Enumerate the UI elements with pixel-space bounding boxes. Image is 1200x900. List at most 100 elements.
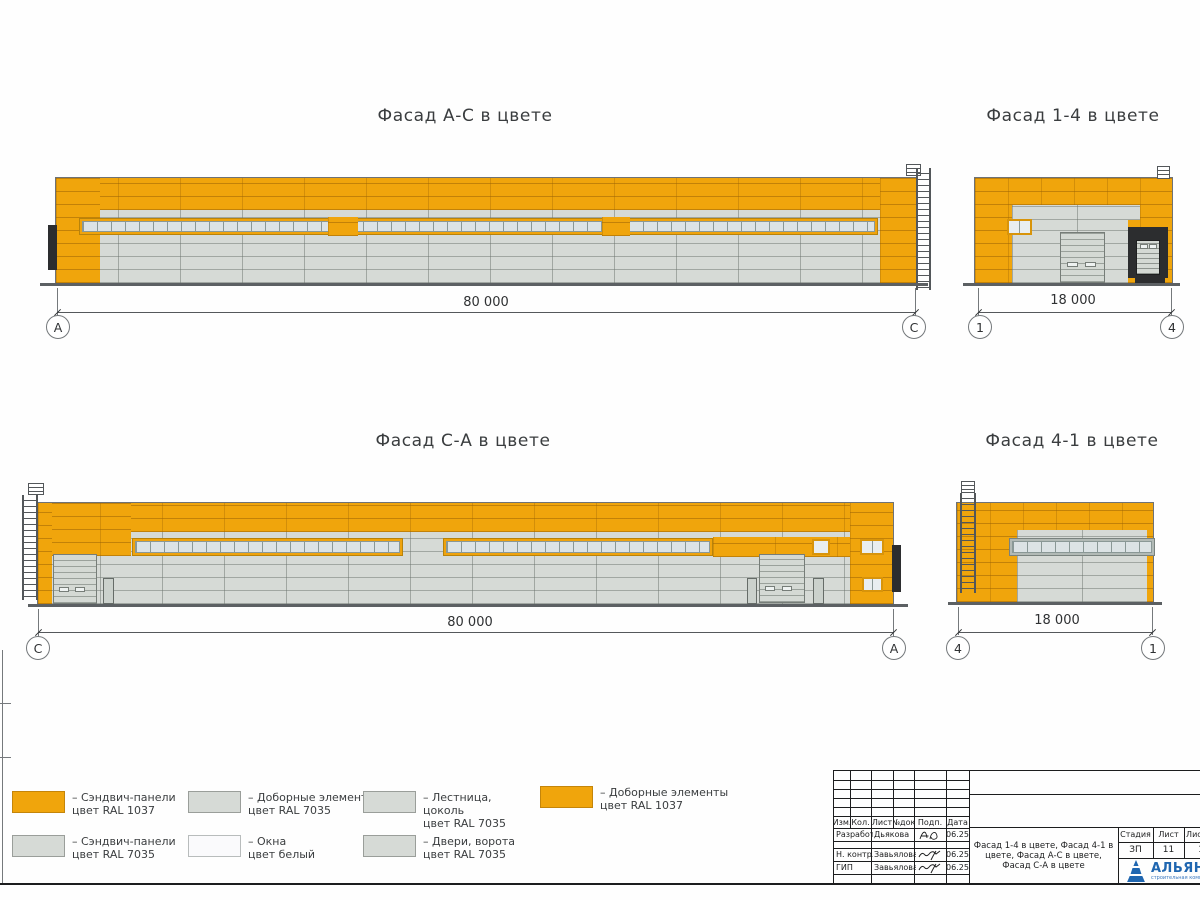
dimension-line <box>57 312 915 313</box>
ground-line <box>40 283 928 286</box>
dimension-text: 80 000 <box>447 615 493 630</box>
extension-line <box>1152 607 1153 635</box>
facade-41-view: Фасад 4-1 в цвете 18 000 4 1 <box>930 425 1200 685</box>
axis-marker-left: С <box>26 636 50 660</box>
legend-swatch-ral7035 <box>188 791 241 813</box>
facade-ca-view: Фасад С-А в цвете <box>20 425 920 685</box>
roof-hatch <box>28 483 44 495</box>
ground-line <box>948 602 1162 605</box>
signature-scribble <box>918 850 941 860</box>
facade-ac-view: Фасад А-С в цвете 80 000 А С <box>40 100 940 360</box>
signature <box>914 828 946 841</box>
orange-top-band <box>38 503 893 532</box>
dimension-text: 80 000 <box>463 295 509 310</box>
signature <box>914 848 946 861</box>
sheet-label: Лист <box>1158 830 1179 839</box>
window <box>862 577 883 592</box>
dark-wall-element <box>48 225 57 270</box>
legend-label: – Доборные элементы цвет RAL 7035 <box>248 791 377 817</box>
ribbon-window-band <box>443 538 713 556</box>
dimension-line <box>38 632 893 633</box>
company-logo: АЛЬЯНС строительная компания <box>1118 858 1200 884</box>
dock-door-window <box>1140 244 1148 249</box>
company-name: АЛЬЯНС <box>1151 860 1200 876</box>
document-title: Фасад 1-4 в цвете, Фасад 4-1 в цвете, Фа… <box>973 840 1114 871</box>
stage-label: Стадия <box>1120 830 1151 839</box>
col-data: Дата <box>947 817 968 827</box>
window-panes <box>135 541 400 553</box>
signature <box>914 861 946 874</box>
window <box>1007 219 1032 235</box>
legend-label: – Доборные элементы цвет RAL 1037 <box>600 786 729 812</box>
sectional-gate <box>53 554 97 604</box>
legend-swatch-ral7035 <box>363 791 416 813</box>
gate-window <box>1067 262 1078 267</box>
facade-ca-title: Фасад С-А в цвете <box>375 431 551 451</box>
dock-bumper <box>1130 247 1134 263</box>
legend-label: – Сэндвич-панели цвет RAL 1037 <box>72 791 176 817</box>
facade-14-view: Фасад 1-4 в цвете 1 <box>950 100 1200 360</box>
signer-name: Дьякова <box>874 830 910 839</box>
orange-left-area <box>38 503 131 556</box>
extension-line <box>38 609 39 637</box>
signature-scribble <box>919 831 938 840</box>
title-block: Изм. Кол. Лист №док Подп. Дата Разработа… <box>833 770 1200 884</box>
stage-value: ЗП <box>1129 845 1142 855</box>
legend-item: – Лестница, цоколь цвет RAL 7035 <box>363 791 506 830</box>
col-podp: Подп. <box>917 817 943 827</box>
col-list: Лист <box>871 817 893 827</box>
facade-ac-building <box>48 177 917 284</box>
facade-41-building <box>956 502 1155 603</box>
legend-item: – Доборные элементы цвет RAL 1037 <box>540 786 728 812</box>
legend-label: – Лестница, цоколь цвет RAL 7035 <box>423 791 506 830</box>
axis-marker-left: А <box>46 315 70 339</box>
frame-tick <box>0 703 11 704</box>
gate-window <box>59 587 69 592</box>
extension-line <box>978 288 979 316</box>
ground-line <box>963 283 1180 286</box>
role-label: ГИП <box>836 863 853 872</box>
ground-line <box>28 604 908 607</box>
sectional-gate <box>759 554 805 603</box>
col-izm: Изм. <box>834 817 850 827</box>
roof-hatch <box>961 481 975 493</box>
dock-door <box>1136 240 1160 275</box>
legend-label: – Окна цвет белый <box>248 835 316 861</box>
legend-swatch-ral1037 <box>12 791 65 813</box>
exterior-ladder <box>916 168 931 290</box>
logo-triangle-icon <box>1127 860 1145 882</box>
ribbon-window-band <box>79 218 878 235</box>
dock-bumper <box>1162 247 1166 263</box>
dimension-text: 18 000 <box>1034 613 1080 628</box>
window <box>812 539 830 555</box>
facade-41-title: Фасад 4-1 в цвете <box>985 431 1159 451</box>
gray-band <box>1012 205 1140 220</box>
legend-swatch-ral1037 <box>540 786 593 808</box>
role-label: Разработал <box>836 830 873 839</box>
sheet-value: 11 <box>1162 845 1175 855</box>
personnel-door <box>813 578 824 604</box>
legend-item: – Двери, ворота цвет RAL 7035 <box>363 835 515 861</box>
role-label: Н. контр. <box>836 850 873 859</box>
legend-item: – Доборные элементы цвет RAL 7035 <box>188 791 376 817</box>
company-subtitle: строительная компания <box>1151 874 1200 881</box>
window-panes <box>446 541 710 553</box>
col-ndok: №док <box>893 817 914 827</box>
sectional-gate <box>1060 232 1105 283</box>
gate-window <box>75 587 85 592</box>
frame-tick <box>0 757 11 758</box>
facade-14-title: Фасад 1-4 в цвете <box>986 106 1160 126</box>
dark-wall-element <box>892 545 901 592</box>
dock-door-window <box>1149 244 1157 249</box>
axis-marker-left: 4 <box>946 636 970 660</box>
axis-marker-left: 1 <box>968 315 992 339</box>
axis-marker-right: 4 <box>1160 315 1184 339</box>
ribbon-window-band <box>1009 538 1155 556</box>
sign-date: 06.25 <box>946 863 969 872</box>
legend-label: – Двери, ворота цвет RAL 7035 <box>423 835 516 861</box>
axis-marker-right: С <box>902 315 926 339</box>
legend-swatch-ral7035 <box>12 835 65 857</box>
gate-window <box>782 586 792 591</box>
dimension-text: 18 000 <box>1050 293 1096 308</box>
